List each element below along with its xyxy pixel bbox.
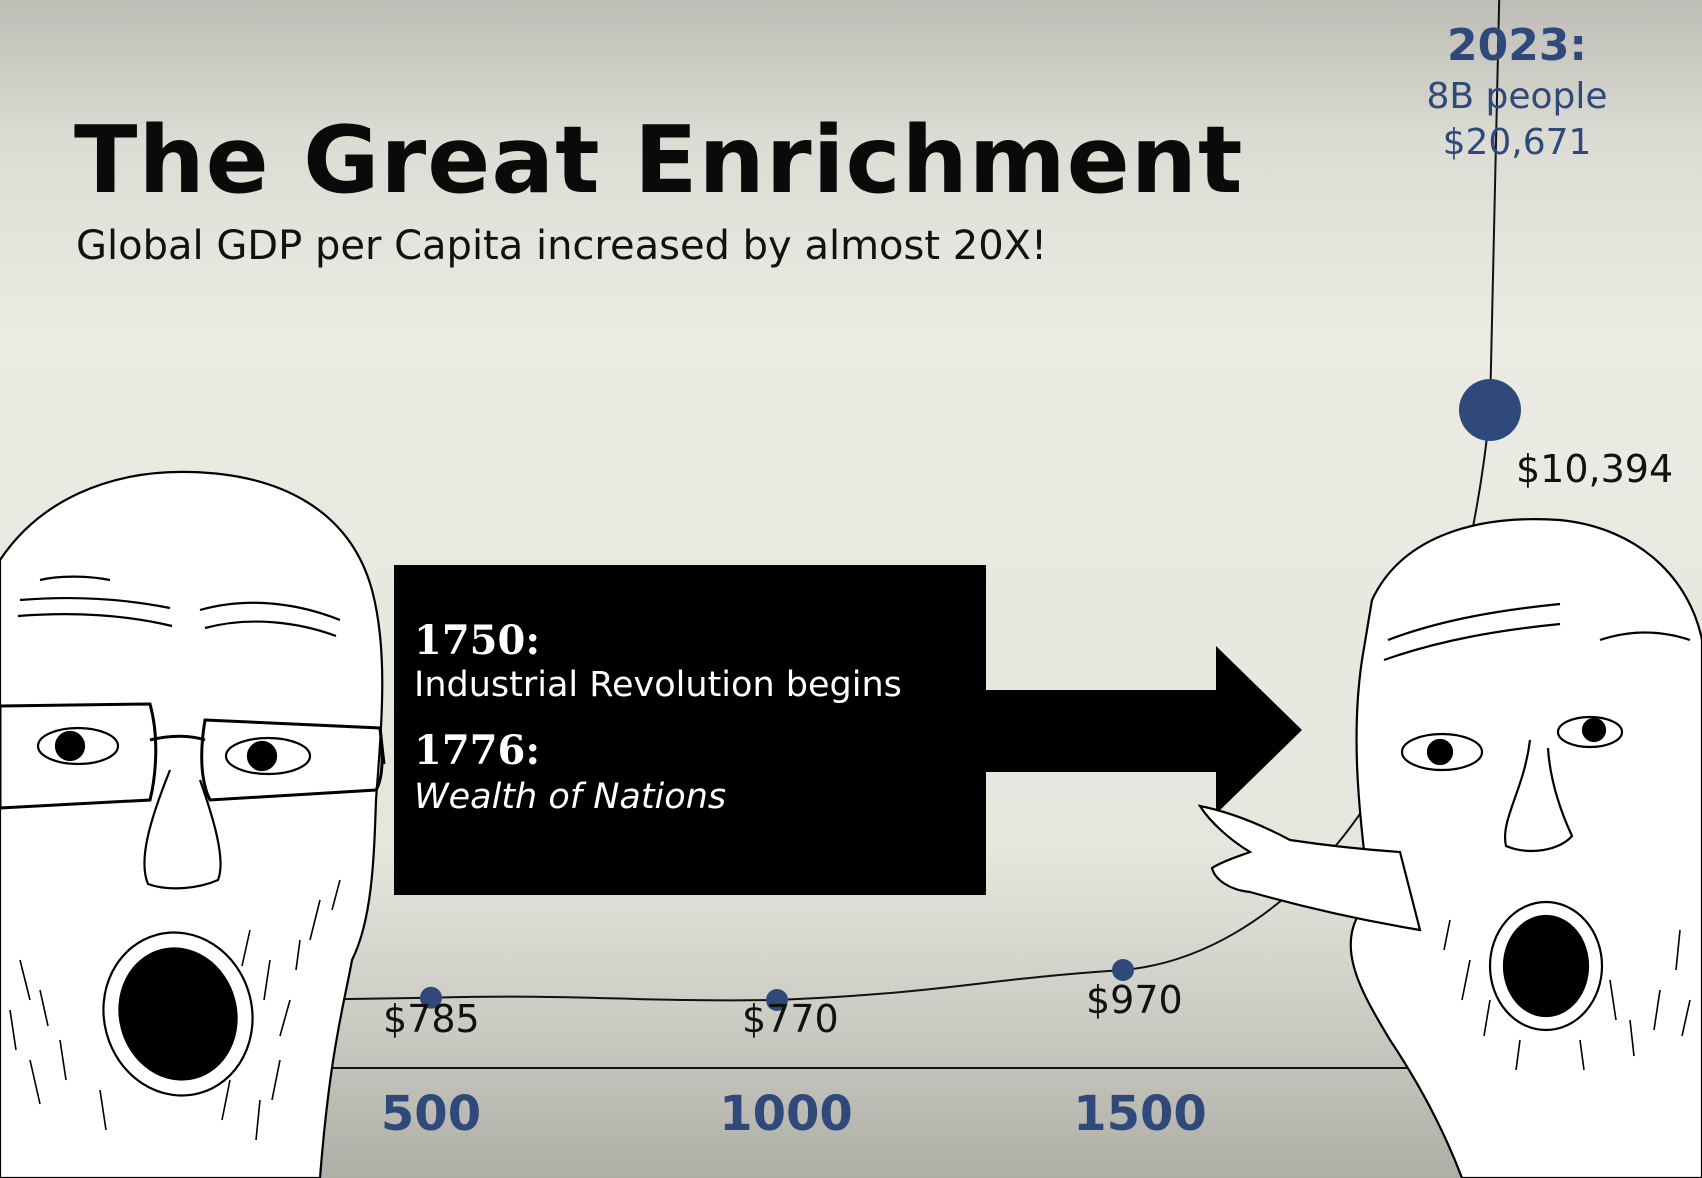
arrow-right-icon: [980, 646, 1302, 814]
page-subtitle: Global GDP per Capita increased by almos…: [76, 223, 1048, 269]
callout-box: 1750: Industrial Revolution begins 1776:…: [394, 565, 986, 895]
data-label-1500: $970: [1086, 978, 1183, 1022]
callout-year-1776: 1776:: [414, 727, 541, 774]
data-point-2000: [1459, 379, 1521, 441]
data-label-2000: $10,394: [1516, 447, 1673, 491]
page-title: The Great Enrichment: [74, 106, 1244, 214]
data-point-1500: [1112, 959, 1134, 981]
x-tick-label-1000: 1000: [719, 1086, 853, 1142]
x-tick-label-500: 500: [381, 1086, 481, 1142]
annotation-population: 8B people: [1426, 76, 1608, 117]
x-tick-label-1500: 1500: [1073, 1086, 1207, 1142]
data-label-2023: $20,671: [1442, 122, 1592, 163]
callout-event-wealth-of-nations: Wealth of Nations: [414, 777, 727, 817]
right-wojak-illustration: [1197, 518, 1702, 1178]
data-label-1000: $770: [742, 997, 839, 1041]
annotation-year-2023: 2023:: [1446, 20, 1588, 71]
left-wojak-illustration: [0, 470, 386, 1178]
callout-year-1750: 1750:: [414, 617, 541, 664]
data-points: [420, 379, 1521, 1011]
data-label-500: $785: [383, 997, 480, 1041]
callout-event-industrial-revolution: Industrial Revolution begins: [414, 665, 902, 705]
data-point-500: [420, 986, 442, 1009]
data-point-1000: [766, 989, 788, 1011]
